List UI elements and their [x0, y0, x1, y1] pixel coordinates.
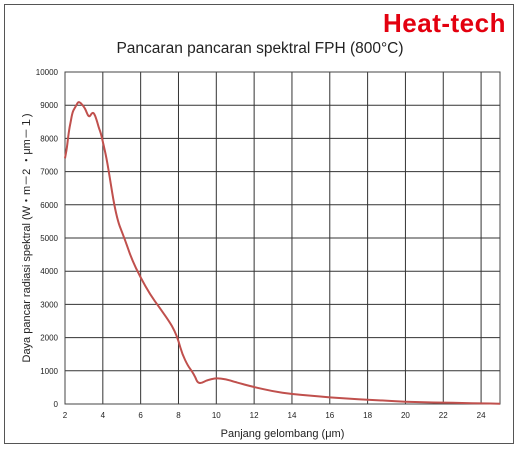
y-tick-label: 10000 [36, 68, 59, 77]
x-tick-label: 18 [363, 411, 372, 420]
y-tick-label: 9000 [40, 101, 58, 110]
x-tick-label: 14 [288, 411, 297, 420]
x-tick-label: 20 [401, 411, 410, 420]
y-tick-label: 2000 [40, 334, 58, 343]
y-tick-label: 8000 [40, 134, 58, 143]
x-axis-label: Panjang gelombang (μm) [221, 428, 345, 440]
grid [64, 71, 500, 405]
x-tick-label: 22 [439, 411, 448, 420]
y-tick-label: 7000 [40, 168, 58, 177]
x-tick-label: 8 [176, 411, 181, 420]
y-tick-label: 1000 [40, 367, 58, 376]
x-tick-label: 12 [250, 411, 259, 420]
x-tick-label: 6 [138, 411, 143, 420]
plot-area [64, 71, 501, 405]
x-tick-label: 4 [101, 411, 106, 420]
x-tick-label: 10 [212, 411, 221, 420]
x-axis-ticks: 2 4 6 8 10 12 14 16 18 20 22 24 [63, 411, 486, 420]
y-tick-label: 6000 [40, 201, 58, 210]
y-tick-label: 3000 [40, 300, 58, 309]
y-tick-label: 0 [54, 400, 59, 409]
series-line [64, 101, 501, 405]
y-tick-label: 4000 [40, 267, 58, 276]
x-tick-label: 2 [63, 411, 68, 420]
x-tick-label: 16 [325, 411, 334, 420]
y-axis-label: Daya pancar radiasi spektral (W・m－2 ・μm－… [21, 113, 33, 362]
y-tick-label: 5000 [40, 234, 58, 243]
brand-logo: Heat-tech [383, 8, 506, 38]
x-tick-label: 24 [477, 411, 486, 420]
chart-title: Pancaran pancaran spektral FPH (800°C) [116, 40, 404, 57]
y-axis-ticks: 0 1000 2000 3000 4000 5000 6000 7000 8000 9000 100… [36, 68, 59, 409]
